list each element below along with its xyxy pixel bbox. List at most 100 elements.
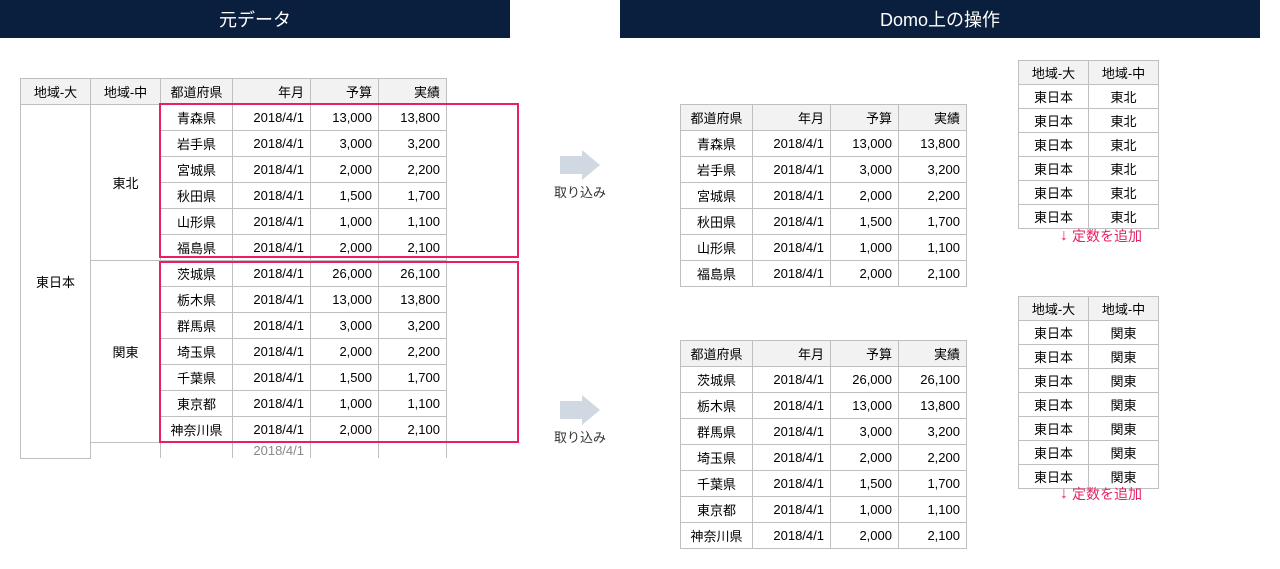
cell-date: 2018/4/1 [233, 287, 311, 313]
cell-budget: 2,000 [311, 157, 379, 183]
cell-region-mid: 東北 [1089, 157, 1159, 181]
table-row: 東日本関東 [1019, 393, 1159, 417]
cell-budget: 3,000 [311, 313, 379, 339]
cell-budget: 1,500 [831, 209, 899, 235]
import-arrow-2: 取り込み [560, 395, 615, 446]
cell-actual: 26,100 [379, 261, 447, 287]
cell-budget: 13,000 [311, 287, 379, 313]
cell-date: 2018/4/1 [753, 497, 831, 523]
table-header-row: 地域-大 地域-中 [1019, 297, 1159, 321]
cell-date: 2018/4/1 [233, 339, 311, 365]
table-row: 東日本東北 [1019, 109, 1159, 133]
cell-date: 2018/4/1 [753, 419, 831, 445]
cell-budget: 2,000 [311, 417, 379, 443]
down-arrow-icon: ↓ [1060, 486, 1068, 502]
cell-date: 2018/4/1 [753, 131, 831, 157]
table-row: 東日本関東 [1019, 345, 1159, 369]
cell-region-mid: 東北 [1089, 205, 1159, 229]
table-row: 東日本関東 [1019, 369, 1159, 393]
cell-pref: 栃木県 [161, 287, 233, 313]
result-block-2: 都道府県 年月 予算 実績 茨城県2018/4/126,00026,100栃木県… [680, 340, 967, 549]
cell-date: 2018/4/1 [233, 105, 311, 131]
table-row: 青森県2018/4/113,00013,800 [681, 131, 967, 157]
cell-region-mid: 関東 [1089, 417, 1159, 441]
cell-budget: 2,000 [831, 261, 899, 287]
cell-actual: 1,100 [899, 235, 967, 261]
cell-region-mid: 東北 [1089, 85, 1159, 109]
cell-date: 2018/4/1 [753, 367, 831, 393]
cell-pref: 山形県 [161, 209, 233, 235]
cell-budget: 1,000 [311, 391, 379, 417]
cell-budget: 2,000 [831, 183, 899, 209]
cell-date: 2018/4/1 [233, 183, 311, 209]
table-row: 福島県2018/4/12,0002,100 [681, 261, 967, 287]
table-row: 宮城県2018/4/12,0002,200 [681, 183, 967, 209]
cell-pref: 埼玉県 [161, 339, 233, 365]
region-mini-table-1: 地域-大 地域-中 東日本東北東日本東北東日本東北東日本東北東日本東北東日本東北 [1018, 60, 1159, 229]
cell-date: 2018/4/1 [233, 157, 311, 183]
cell-budget: 1,500 [311, 183, 379, 209]
col-pref: 都道府県 [161, 79, 233, 105]
cell-actual: 2,200 [379, 157, 447, 183]
cell-actual: 2,100 [899, 523, 967, 549]
cell-date: 2018/4/1 [233, 235, 311, 261]
cell-pref: 福島県 [681, 261, 753, 287]
table-row: 茨城県2018/4/126,00026,100 [681, 367, 967, 393]
col-pref: 都道府県 [681, 105, 753, 131]
cell-pref: 茨城県 [161, 261, 233, 287]
arrow-label: 取り込み [545, 182, 615, 201]
col-region-mid: 地域-中 [1089, 297, 1159, 321]
result-table-1: 都道府県 年月 予算 実績 青森県2018/4/113,00013,800岩手県… [680, 104, 967, 287]
cell-actual: 1,700 [379, 365, 447, 391]
cell-actual: 1,700 [379, 183, 447, 209]
cell-date: 2018/4/1 [753, 523, 831, 549]
cell-region-big: 東日本 [1019, 85, 1089, 109]
cell-budget: 2,000 [311, 235, 379, 261]
table-row: 東日本関東 [1019, 441, 1159, 465]
cell-pref: 東京都 [681, 497, 753, 523]
col-actual: 実績 [899, 341, 967, 367]
cell-budget: 3,000 [831, 419, 899, 445]
cell-region-mid: 関東 [1089, 393, 1159, 417]
result-block-1: 都道府県 年月 予算 実績 青森県2018/4/113,00013,800岩手県… [680, 104, 967, 287]
cell-actual: 3,200 [899, 419, 967, 445]
table-row: 神奈川県2018/4/12,0002,100 [681, 523, 967, 549]
arrow-icon [560, 395, 600, 425]
cell-pref: 宮城県 [681, 183, 753, 209]
cell-actual: 13,800 [379, 287, 447, 313]
table-row: 東日本関東 [1019, 417, 1159, 441]
cell-pref: 宮城県 [161, 157, 233, 183]
cell-budget: 1,000 [831, 235, 899, 261]
source-header: 元データ [0, 0, 510, 38]
col-region-big: 地域-大 [1019, 297, 1089, 321]
cell-region-mid: 東北 [91, 105, 161, 261]
table-header-row: 地域-大 地域-中 [1019, 61, 1159, 85]
cell-pref: 東京都 [161, 391, 233, 417]
cell-budget: 13,000 [831, 131, 899, 157]
cell-region-big: 東日本 [1019, 181, 1089, 205]
cell-actual: 13,800 [379, 105, 447, 131]
cell-actual: 2,100 [379, 417, 447, 443]
cell-date: 2018/4/1 [233, 391, 311, 417]
cell-date: 2018/4/1 [753, 235, 831, 261]
cell-actual: 2,200 [899, 183, 967, 209]
region-mini-table-2: 地域-大 地域-中 東日本関東東日本関東東日本関東東日本関東東日本関東東日本関東… [1018, 296, 1159, 489]
cell-region-mid: 関東 [1089, 321, 1159, 345]
cell-pref: 青森県 [161, 105, 233, 131]
cell-region-big: 東日本 [1019, 133, 1089, 157]
cell-region-mid: 東北 [1089, 109, 1159, 133]
cell-pref: 群馬県 [161, 313, 233, 339]
table-row: 秋田県2018/4/11,5001,700 [681, 209, 967, 235]
cell-actual: 2,200 [899, 445, 967, 471]
cell-date: 2018/4/1 [233, 131, 311, 157]
annotation-text: 定数を追加 [1072, 226, 1142, 246]
cell-pref: 栃木県 [681, 393, 753, 419]
table-row: 東日本関東 [1019, 321, 1159, 345]
annotation-2: ↓ 定数を追加 [1060, 484, 1142, 504]
cell-region-big: 東日本 [1019, 109, 1089, 133]
table-row: 群馬県2018/4/13,0003,200 [681, 419, 967, 445]
table-row: 岩手県2018/4/13,0003,200 [681, 157, 967, 183]
col-date: 年月 [753, 105, 831, 131]
col-region-big: 地域-大 [21, 79, 91, 105]
col-budget: 予算 [311, 79, 379, 105]
